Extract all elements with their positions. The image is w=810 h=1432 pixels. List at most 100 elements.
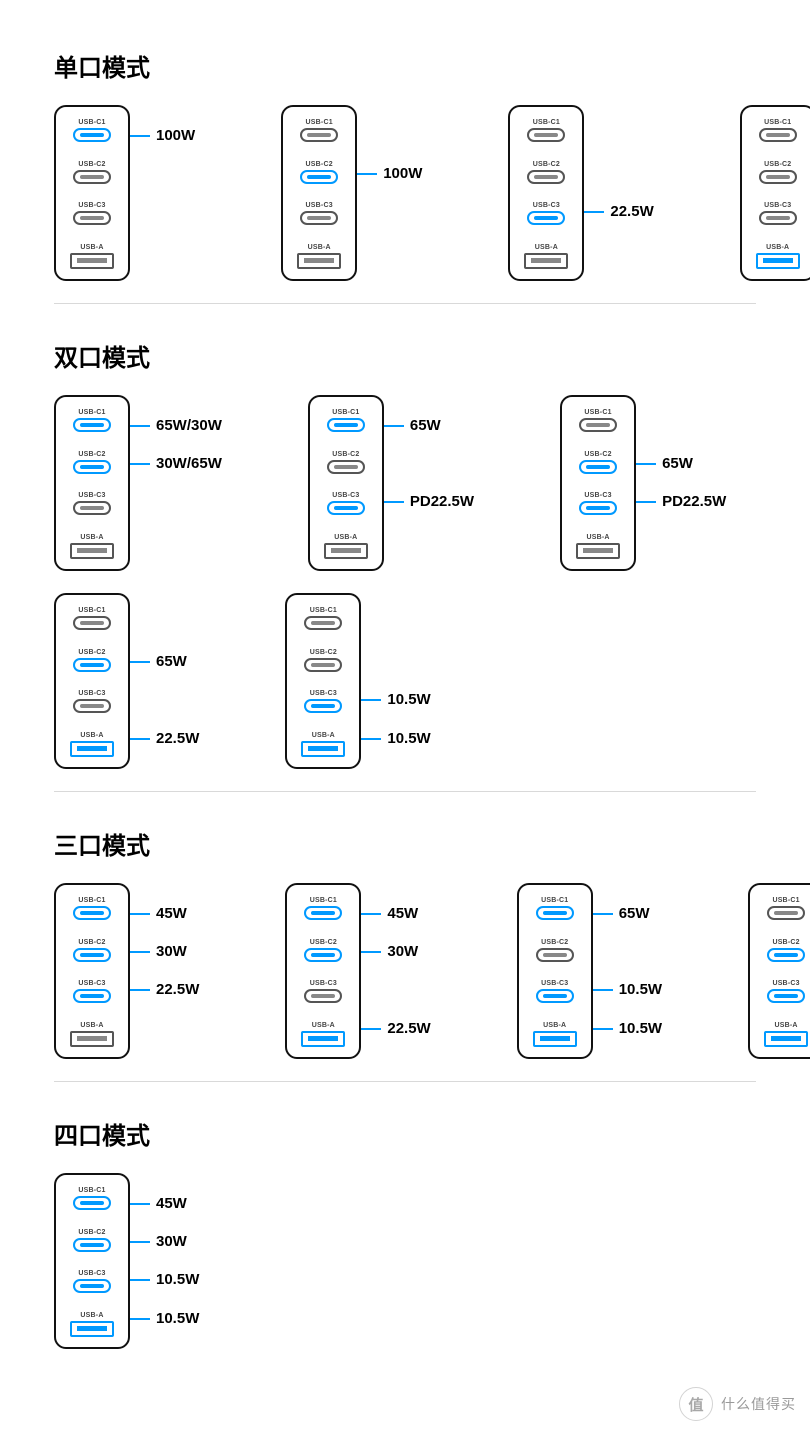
power-label-slot [361, 605, 430, 643]
charger-block: USB-C1USB-C2USB-C3USB-A65W10.5W10.5W [517, 883, 662, 1059]
port-name: USB-C1 [584, 409, 611, 416]
power-label-slot: 30W [130, 933, 199, 971]
power-label-slot [130, 1009, 199, 1049]
usb-a-port-icon [70, 253, 114, 269]
port-name: USB-C1 [332, 409, 359, 416]
port-slot: USB-C2 [759, 161, 797, 184]
port-name: USB-C3 [541, 980, 568, 987]
leader-line [130, 661, 150, 663]
section-divider [54, 303, 756, 304]
power-label-slot [130, 521, 222, 561]
port-name: USB-C2 [306, 161, 333, 168]
port-slot: USB-C3 [304, 980, 342, 1003]
charger-body: USB-C1USB-C2USB-C3USB-A [560, 395, 636, 571]
leader-line [636, 501, 656, 503]
leader-line [593, 989, 613, 991]
charger-labels: 100W [357, 105, 422, 281]
port-name: USB-A [766, 244, 789, 251]
charger-block: USB-C1USB-C2USB-C3USB-A65W22.5W [54, 593, 199, 769]
port-slot: USB-C1 [527, 119, 565, 142]
port-slot: USB-C1 [73, 1187, 111, 1210]
charger-body: USB-C1USB-C2USB-C3USB-A [54, 395, 130, 571]
power-label: 65W [410, 417, 441, 434]
usb-c-port-icon [73, 1279, 111, 1293]
watermark: 值 什么值得买 [679, 1387, 796, 1421]
port-name: USB-C2 [310, 939, 337, 946]
port-name: USB-C3 [306, 202, 333, 209]
port-slot: USB-C3 [304, 690, 342, 713]
charger-body: USB-C1USB-C2USB-C3USB-A [54, 1173, 130, 1349]
charger-block: USB-C1USB-C2USB-C3USB-A22.5W [508, 105, 653, 281]
port-name: USB-A [308, 244, 331, 251]
port-slot: USB-A [70, 244, 114, 269]
power-label-slot [130, 483, 222, 521]
charger-body: USB-C1 USB-C2 USB-C3 USB-A [281, 105, 357, 281]
power-label: 10.5W [619, 1020, 662, 1037]
leader-line [384, 425, 404, 427]
usb-c-port-icon [300, 170, 338, 184]
port-slot: USB-A [70, 732, 114, 757]
port-name: USB-A [334, 534, 357, 541]
usb-a-port-icon [324, 543, 368, 559]
power-label-slot: 10.5W [361, 681, 430, 719]
power-label: 65W [619, 905, 650, 922]
power-label-slot [130, 681, 199, 719]
port-name: USB-A [80, 534, 103, 541]
power-label: PD22.5W [662, 493, 726, 510]
power-label-slot: 65W [130, 643, 199, 681]
usb-c-port-icon [73, 170, 111, 184]
power-label-slot [130, 231, 195, 271]
leader-line [636, 463, 656, 465]
port-slot: USB-C1 [300, 119, 338, 142]
port-name: USB-A [586, 534, 609, 541]
section: 三口模式USB-C1USB-C2USB-C3USB-A45W30W22.5WUS… [54, 826, 756, 1059]
port-slot: USB-A [756, 244, 800, 269]
port-name: USB-A [80, 1312, 103, 1319]
port-slot: USB-C2 [300, 161, 338, 184]
watermark-icon: 值 [679, 1387, 713, 1421]
power-label-slot: 10.5W [130, 1299, 199, 1339]
usb-c-port-icon [536, 989, 574, 1003]
usb-a-port-icon [756, 253, 800, 269]
power-label-slot: 45W [130, 1185, 199, 1223]
charger-block: USB-C1USB-C2USB-C3USB-ASCP 22.5W [740, 105, 810, 281]
power-label: 45W [156, 905, 187, 922]
power-label: 30W [156, 1233, 187, 1250]
port-name: USB-C3 [78, 202, 105, 209]
usb-a-port-icon [70, 1031, 114, 1047]
port-name: USB-A [312, 732, 335, 739]
leader-line [357, 173, 377, 175]
leader-line [130, 989, 150, 991]
power-label: 10.5W [387, 691, 430, 708]
section-title: 三口模式 [54, 826, 756, 861]
power-label-slot: 45W [130, 895, 199, 933]
power-label-slot [384, 445, 474, 483]
port-slot: USB-C3 [300, 202, 338, 225]
power-label-slot: 22.5W [130, 719, 199, 759]
port-slot: USB-C3 [73, 1270, 111, 1293]
charger-block: USB-C1USB-C2USB-C3USB-A65WPD22.5W [308, 395, 474, 571]
power-label: 100W [156, 127, 195, 144]
port-slot: USB-A [301, 732, 345, 757]
leader-line [130, 135, 150, 137]
charger-block: USB-C1USB-C2USB-C3USB-A65WPD22.5W [560, 395, 726, 571]
power-label-slot: PD22.5W [384, 483, 474, 521]
port-slot: USB-A [764, 1022, 808, 1047]
usb-c-port-icon [73, 128, 111, 142]
port-slot: USB-C1 [327, 409, 365, 432]
section: 双口模式USB-C1USB-C2USB-C3USB-A65W/30W30W/65… [54, 338, 756, 769]
leader-line [384, 501, 404, 503]
port-name: USB-C1 [306, 119, 333, 126]
charger-row: USB-C1USB-C2USB-C3USB-A65W22.5WUSB-C1USB… [54, 593, 756, 769]
leader-line [593, 1028, 613, 1030]
leader-line [584, 211, 604, 213]
power-label-slot [584, 155, 653, 193]
port-slot: USB-C3 [73, 690, 111, 713]
usb-c-port-icon [579, 418, 617, 432]
port-slot: USB-C3 [73, 202, 111, 225]
power-label: 65W [156, 653, 187, 670]
port-name: USB-C2 [584, 451, 611, 458]
power-label: 22.5W [156, 730, 199, 747]
port-name: USB-C2 [78, 451, 105, 458]
port-name: USB-A [543, 1022, 566, 1029]
